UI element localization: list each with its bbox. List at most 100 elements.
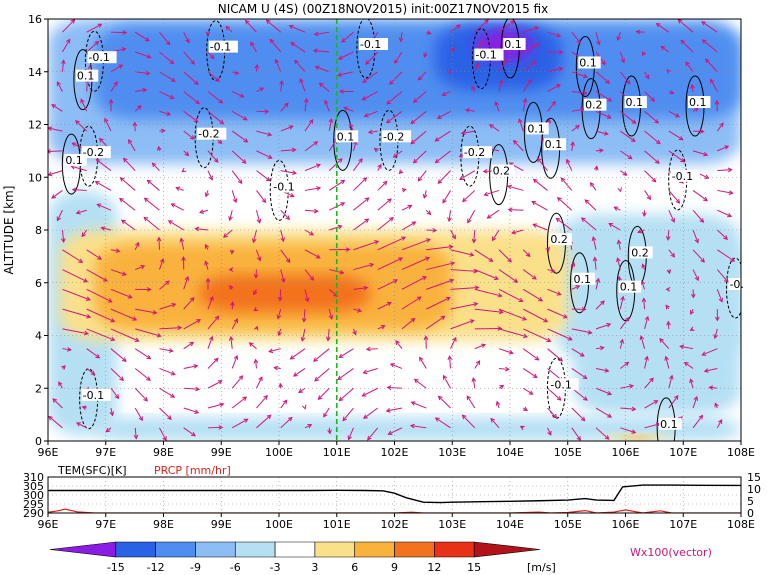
wind-vector-462 [595, 427, 610, 440]
wind-vector-478 [595, 110, 612, 119]
wind-vector-202 [280, 170, 297, 176]
wind-vector-47 [110, 328, 140, 342]
y-axis-label: ALTITUDE [km] [2, 186, 16, 275]
wind-vector-17 [56, 81, 63, 92]
wind-vector-291 [362, 71, 379, 84]
wind-vector-46 [110, 348, 127, 362]
wind-vector-224 [304, 141, 319, 152]
wind-vector-394 [494, 100, 500, 112]
wind-vector-380 [498, 384, 505, 390]
wind-vector-475 [593, 165, 599, 171]
wind-vector-11 [56, 209, 63, 222]
wind-vector-477 [595, 130, 609, 136]
wind-vector-356 [450, 24, 461, 33]
wind-vector-544 [660, 45, 670, 53]
wind-vector-183 [256, 130, 273, 137]
wind-vector-535 [665, 229, 671, 241]
surface-x-tick-0: 96E [38, 518, 59, 531]
wind-vector-338 [442, 374, 451, 389]
wind-vector-74 [119, 197, 136, 211]
wind-vector-228 [294, 59, 306, 73]
wind-vector-284 [377, 198, 392, 211]
wind-vector-323 [426, 261, 456, 271]
wind-vector-57 [104, 117, 112, 132]
wind-vector-527 [668, 374, 674, 389]
wind-vector-303 [401, 238, 431, 251]
contour-label-10: -0.2 [383, 130, 404, 143]
wind-vector-106 [183, 407, 200, 414]
wind-vector-578 [717, 209, 733, 218]
wind-vector-373 [464, 108, 475, 113]
wind-vector-574 [716, 289, 724, 303]
wind-vector-99 [159, 128, 166, 134]
wind-vector-372 [460, 130, 475, 136]
wind-vector-389 [486, 209, 500, 219]
wind-vector-31 [81, 229, 88, 238]
wind-vector-260 [353, 262, 375, 271]
wind-vector-316 [410, 401, 427, 409]
wind-vector-58 [108, 98, 114, 112]
wind-vector-164 [232, 91, 245, 98]
colorbar-box-6 [314, 541, 356, 558]
colorbar-ticks: -15 -12 -9 -6 -3 3 6 9 12 15 [107, 561, 481, 574]
wind-vector-424 [547, 348, 564, 362]
wind-vector-113 [181, 256, 186, 270]
wind-vector-579 [717, 189, 734, 195]
wind-vector-548 [689, 378, 694, 389]
wind-vector-52 [100, 226, 112, 231]
wind-vector-585 [704, 58, 718, 73]
wind-vector-418 [523, 43, 540, 53]
wind-vector-218 [304, 269, 315, 281]
wind-vector-197 [280, 269, 286, 284]
wind-vector-149 [231, 375, 244, 389]
wind-vector-580 [717, 167, 733, 173]
wind-vector-425 [547, 328, 573, 341]
contour-label-12: 0.1 [504, 38, 521, 51]
wind-vector-320 [425, 315, 446, 330]
wind-vector-283 [377, 216, 394, 231]
wind-vector-581 [717, 145, 730, 152]
wind-vector-570 [703, 367, 718, 373]
wind-vector-431 [531, 200, 548, 211]
wind-vector-207 [274, 58, 282, 72]
wind-vector-461 [571, 31, 581, 44]
wind-vector-275 [361, 387, 378, 397]
surface-lines [48, 484, 741, 513]
wind-vector-246 [328, 117, 334, 132]
wind-vector-516 [644, 190, 652, 201]
wind-vector-519 [644, 130, 661, 145]
wind-vector-1 [52, 398, 63, 409]
wind-vector-332 [412, 91, 427, 103]
wind-vector-517 [644, 170, 657, 183]
colorbar-box-8 [394, 541, 435, 558]
wind-vector-194 [277, 328, 282, 337]
wind-vector-417 [522, 60, 537, 73]
wind-vector-90 [159, 302, 177, 310]
wind-vector-33 [71, 187, 87, 193]
temperature-tick-2: 300 [23, 489, 44, 502]
wind-vector-217 [304, 289, 310, 303]
contour-label-25: 0.1 [620, 281, 638, 294]
contour-label-bg-27 [549, 378, 579, 391]
wind-vector-119 [183, 150, 190, 157]
wind-vector-307 [398, 169, 404, 175]
wind-vector-102 [159, 71, 176, 82]
contour-label-13: -0.2 [464, 146, 485, 159]
wind-vector-223 [304, 163, 321, 172]
wind-vector-95 [143, 197, 160, 211]
wind-vector-267 [349, 122, 354, 132]
wind-vector-321 [426, 296, 451, 310]
wind-vector-88 [159, 348, 174, 353]
wind-vector-247 [324, 99, 330, 112]
wind-vector-386 [498, 269, 519, 283]
wind-vector-587 [701, 21, 718, 33]
wind-vector-442 [571, 407, 586, 422]
wind-vector-289 [363, 110, 378, 118]
wind-vector-448 [571, 285, 581, 290]
wind-vector-259 [353, 285, 369, 291]
wind-vector-221 [304, 208, 319, 214]
wind-vector-273 [367, 427, 379, 441]
wind-vector-319 [423, 335, 429, 349]
wind-vector-204 [280, 125, 294, 132]
wind-vector-22 [81, 405, 87, 411]
